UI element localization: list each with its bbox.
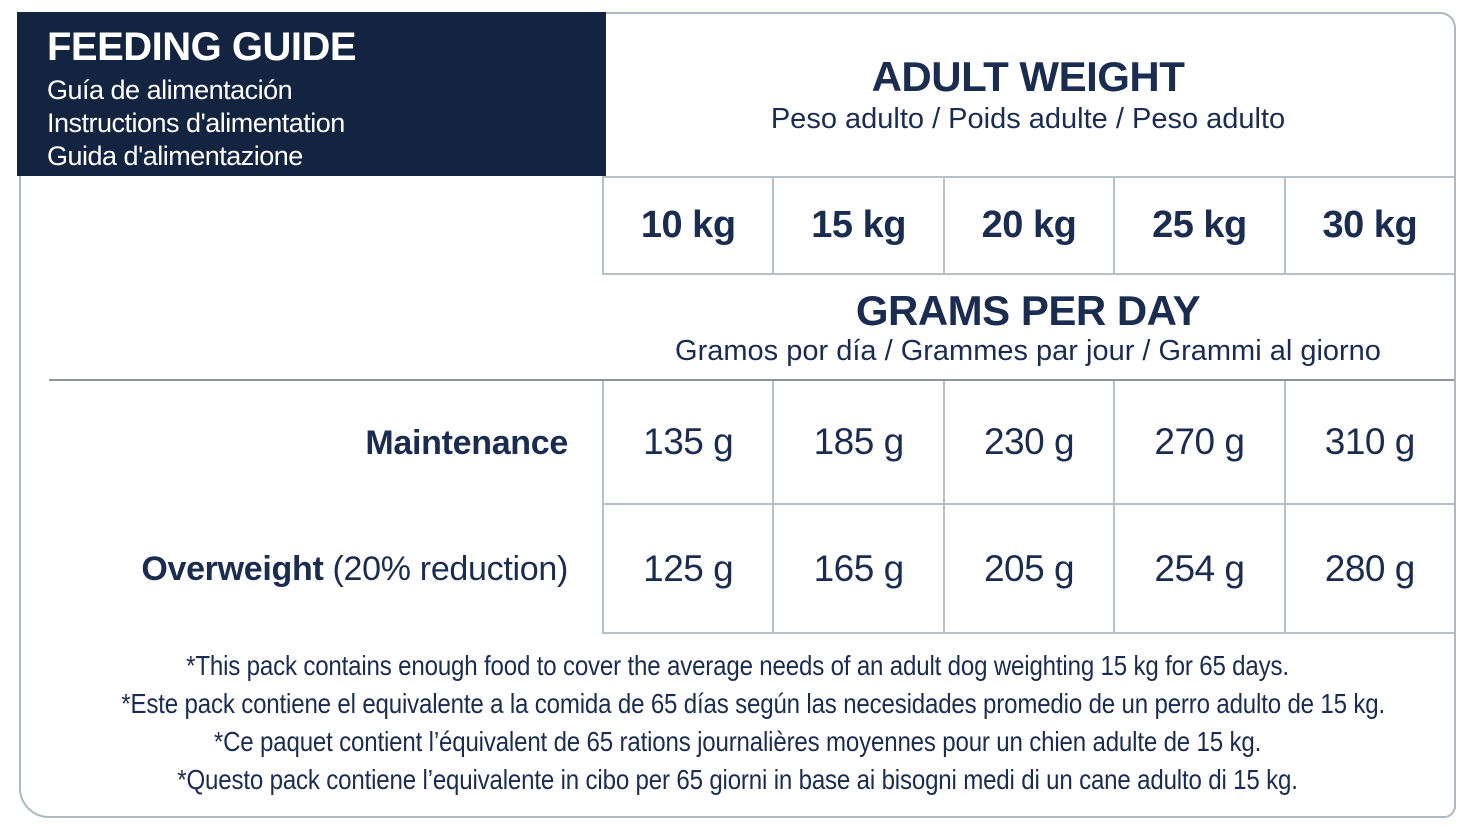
feeding-guide-title: FEEDING GUIDE [47, 25, 357, 69]
grams-per-day-title: GRAMS PER DAY [855, 287, 1201, 334]
overweight-value-25kg: 254 g [1113, 505, 1283, 632]
maintenance-value-25kg: 270 g [1113, 381, 1283, 503]
footnote-en: *This pack contains enough food to cover… [186, 650, 1289, 681]
footnote-fr: *Ce paquet contient l’équivalent de 65 r… [213, 726, 1262, 757]
maintenance-value-20kg: 230 g [942, 381, 1113, 503]
overweight-row-label: Overweight (20% reduction) [21, 505, 584, 634]
adult-weight-title: ADULT WEIGHT [871, 53, 1185, 100]
grams-per-day-banner: GRAMS PER DAY Gramos por día / Grammes p… [602, 275, 1454, 381]
weight-column-25kg: 25 kg [1113, 178, 1283, 273]
overweight-value-10kg: 125 g [643, 547, 734, 589]
maintenance-values-row: 135 g 185 g 230 g 270 g 310 g [602, 381, 1454, 505]
grams-per-day-subtitle: Gramos por día / Grammes par jour / Gram… [675, 335, 1381, 367]
adult-weight-subtitle: Peso adulto / Poids adulte / Peso adulto [770, 103, 1286, 135]
maintenance-value-10kg: 135 g [643, 421, 734, 462]
feeding-table: ADULT WEIGHT Peso adulto / Poids adulte … [602, 14, 1454, 816]
overweight-values-row: 125 g 165 g 205 g 254 g 280 g [602, 505, 1454, 634]
overweight-value-30kg: 280 g [1283, 505, 1454, 632]
footnotes: *This pack contains enough food to cover… [21, 647, 1454, 799]
table-divider-rule [49, 379, 1454, 381]
footnote-it: *Questo pack contiene l’equivalente in c… [177, 764, 1298, 795]
maintenance-row-label: Maintenance [21, 381, 584, 505]
weight-column-20kg: 20 kg [942, 178, 1113, 273]
footnote-es: *Este pack contiene el equivalente a la … [121, 688, 1385, 719]
feeding-guide-subtitle-fr: Instructions d'alimentation [47, 108, 345, 138]
weight-column-10kg: 10 kg [640, 204, 736, 246]
adult-weight-header-cell: ADULT WEIGHT Peso adulto / Poids adulte … [602, 14, 1454, 178]
overweight-value-15kg: 165 g [772, 505, 942, 632]
overweight-label-note: (20% reduction) [332, 550, 568, 588]
overweight-label-text: Overweight [141, 550, 324, 588]
maintenance-label-text: Maintenance [365, 423, 568, 462]
weight-column-15kg: 15 kg [772, 178, 942, 273]
feeding-guide-panel: FEEDING GUIDE Guía de alimentación Instr… [17, 12, 1456, 818]
feeding-guide-subtitle-es: Guía de alimentación [47, 75, 293, 105]
weight-column-30kg: 30 kg [1283, 178, 1454, 273]
feeding-guide-subtitles: Guía de alimentación Instructions d'alim… [47, 74, 596, 173]
weight-columns-row: 10 kg 15 kg 20 kg 25 kg 30 kg [602, 178, 1454, 275]
maintenance-value-30kg: 310 g [1283, 381, 1454, 503]
maintenance-value-15kg: 185 g [772, 381, 942, 503]
feeding-guide-subtitle-it: Guida d'alimentazione [47, 141, 303, 171]
overweight-value-20kg: 205 g [942, 505, 1113, 632]
feeding-guide-header: FEEDING GUIDE Guía de alimentación Instr… [17, 12, 606, 176]
